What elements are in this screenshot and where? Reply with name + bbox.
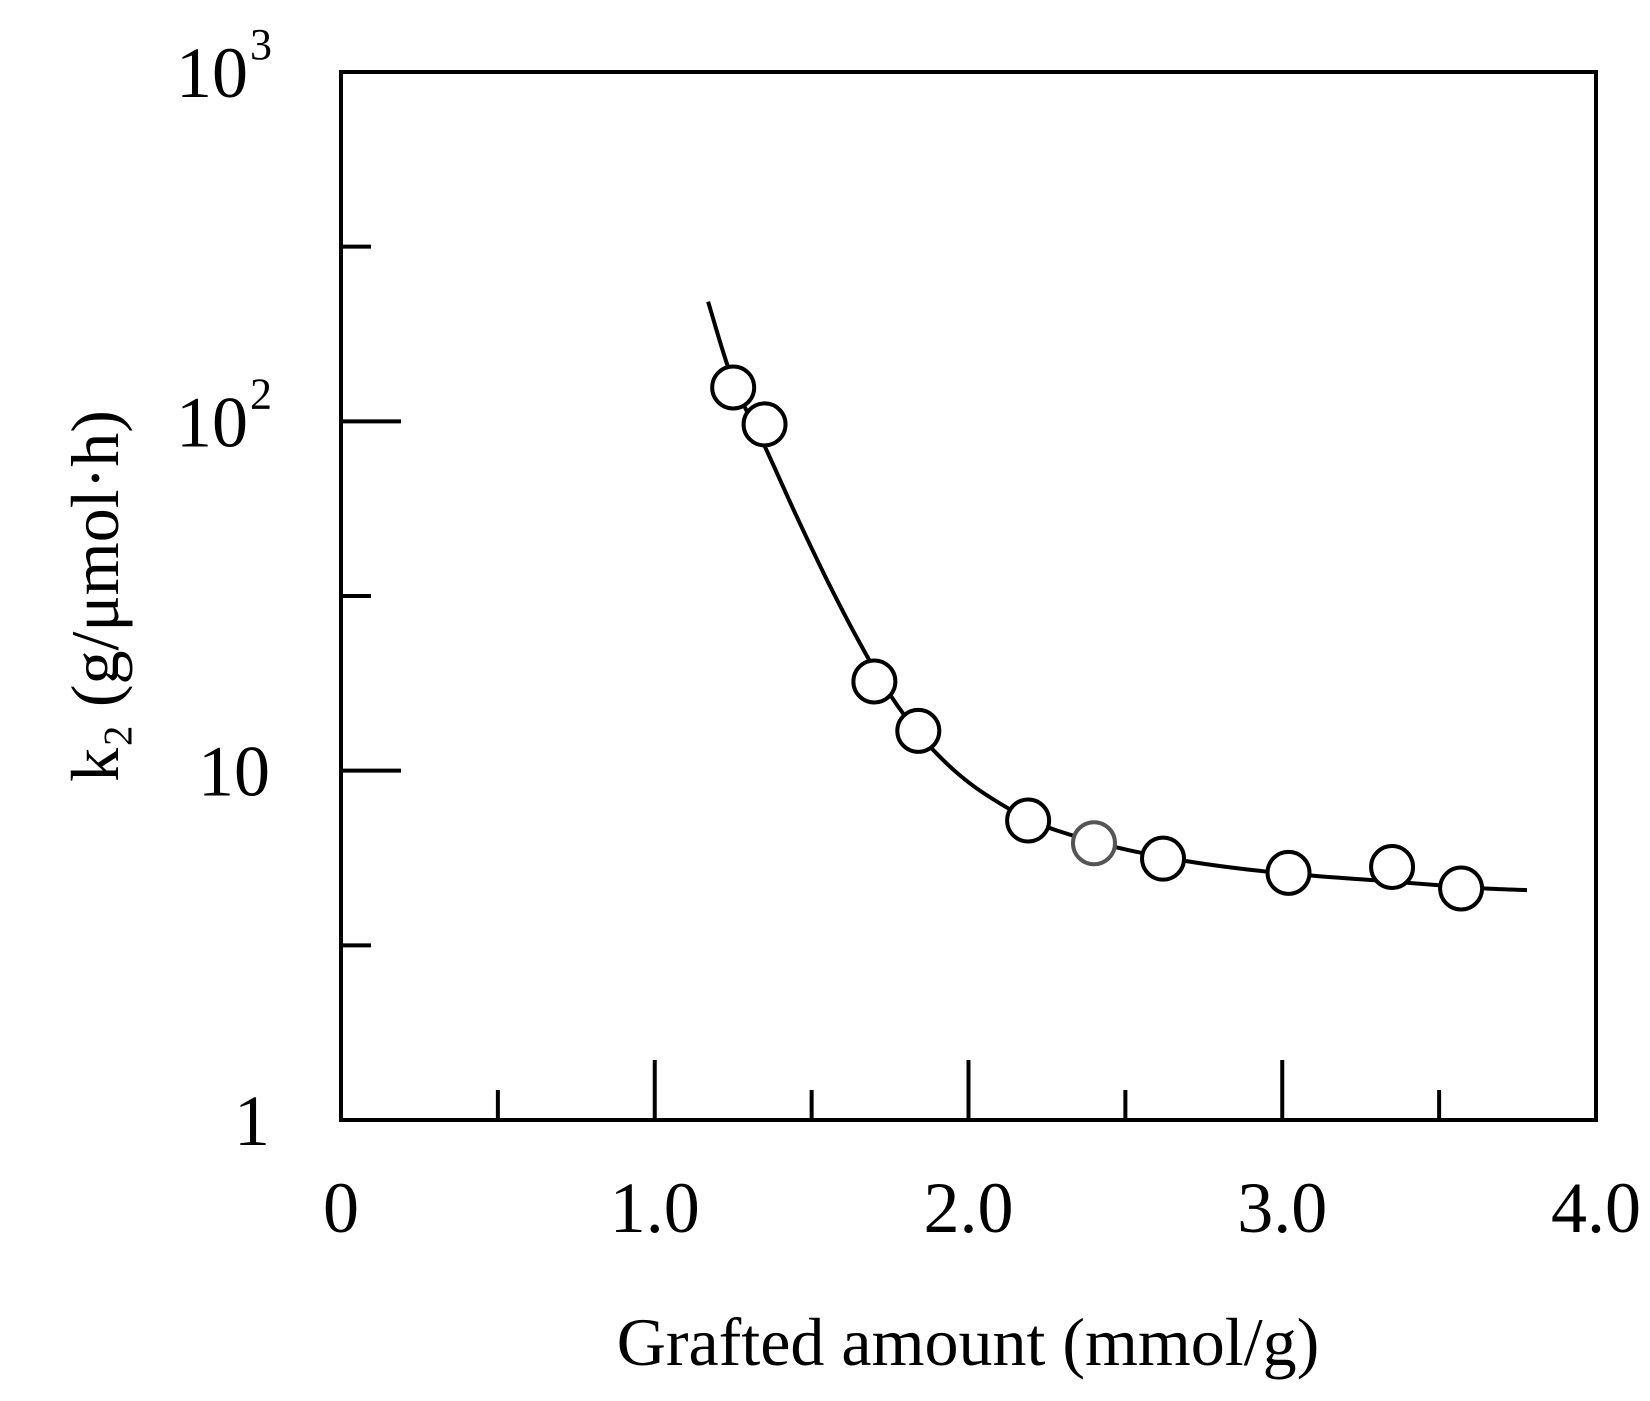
y-tick-label: 10 <box>176 33 248 113</box>
x-tick-label: 2.0 <box>924 1168 1014 1248</box>
data-point <box>741 401 788 448</box>
data-point <box>710 364 757 411</box>
y-tick-label-exponent: 2 <box>250 369 272 418</box>
x-tick-label: 4.0 <box>1551 1168 1641 1248</box>
data-point <box>1369 843 1416 890</box>
x-axis-label: Grafted amount (mmol/g) <box>617 1304 1319 1380</box>
data-point <box>851 658 898 705</box>
data-point <box>895 707 942 754</box>
data-point <box>1438 865 1485 912</box>
data-point <box>1140 835 1187 882</box>
data-point <box>1071 820 1117 867</box>
data-points <box>710 364 1485 912</box>
y-axis-label: k₂ (g/μmol·h) <box>57 410 133 782</box>
y-tick-label: 10 <box>176 382 248 462</box>
x-tick-label: 0 <box>323 1168 359 1248</box>
y-tick-label: 1 <box>234 1081 270 1161</box>
y-tick-label-exponent: 3 <box>250 20 272 69</box>
data-point <box>1005 797 1052 844</box>
ticks <box>341 244 1442 1120</box>
plot-frame <box>339 70 1598 1122</box>
y-tick-label: 10 <box>198 732 270 812</box>
x-tick-label: 1.0 <box>610 1168 700 1248</box>
fit-curve <box>706 301 1528 893</box>
x-tick-label: 3.0 <box>1237 1168 1327 1248</box>
data-point <box>1265 849 1312 896</box>
